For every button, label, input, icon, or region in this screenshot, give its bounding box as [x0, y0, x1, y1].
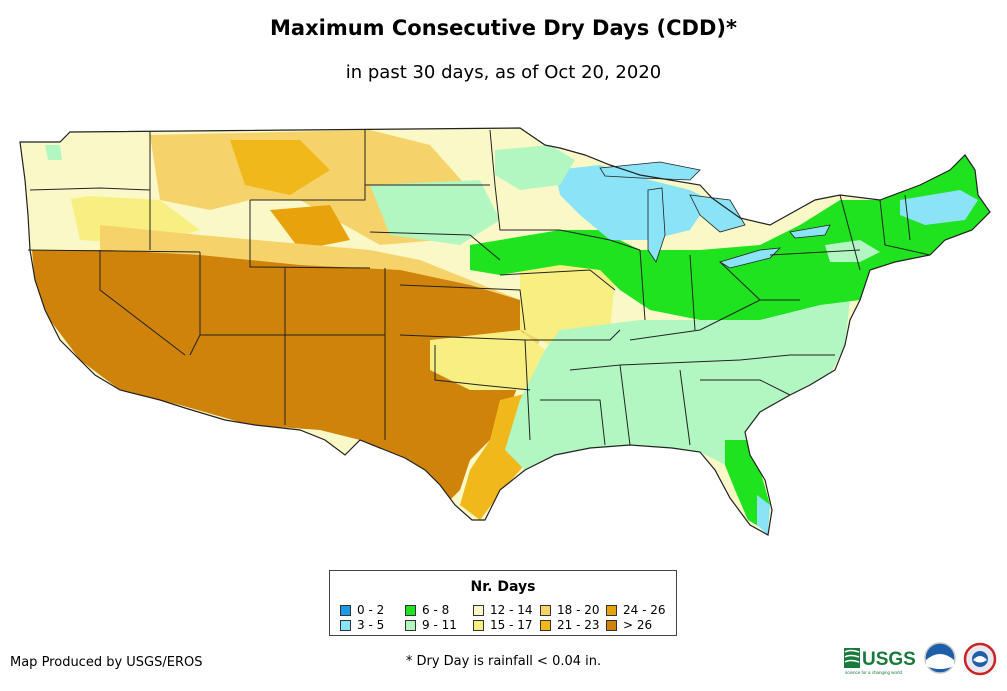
noaa-logo: noaa: [924, 642, 956, 674]
map-credit: Map Produced by USGS/EROS: [10, 655, 203, 670]
zone-over-26-southwest: [32, 250, 525, 500]
zone-3-5-maine: [900, 190, 978, 225]
map-subtitle: in past 30 days, as of Oct 20, 2020: [345, 62, 662, 83]
lake-huron: [689, 194, 746, 233]
lake-erie: [719, 247, 782, 269]
swatch-12-14: [473, 605, 484, 616]
svg-text:USGS: USGS: [862, 649, 916, 670]
lake-michigan: [647, 187, 666, 263]
zone-21-23-montana: [230, 140, 330, 195]
swatch-9-11: [405, 620, 416, 631]
agency-logos: USGS science for a changing world noaa: [844, 642, 997, 676]
legend: Nr. Days 0 - 2 3 - 5 6 - 8 9 - 11 12 - 1…: [329, 570, 677, 636]
zone-9-11-minnesota: [495, 145, 575, 190]
legend-item: > 26: [606, 618, 652, 632]
swatch-21-23: [540, 620, 551, 631]
state-boundaries: [19, 127, 991, 536]
lake-superior: [599, 161, 701, 181]
zone-6-8-midwest-northeast: [470, 155, 990, 320]
swatch-0-2: [340, 605, 351, 616]
legend-item: 12 - 14: [473, 603, 533, 617]
swatch-15-17: [473, 620, 484, 631]
legend-item: 24 - 26: [606, 603, 666, 617]
swatch-over-26: [606, 620, 617, 631]
footnote: * Dry Day is rainfall < 0.04 in.: [405, 654, 602, 669]
zone-9-11-new-york: [825, 240, 880, 262]
legend-item: 15 - 17: [473, 618, 533, 632]
swatch-3-5: [340, 620, 351, 631]
zone-24-26-wyoming: [270, 205, 350, 250]
svg-text:noaa: noaa: [934, 655, 946, 661]
legend-item: 0 - 2: [340, 603, 384, 617]
zone-3-5-upper-midwest: [555, 165, 710, 240]
swatch-18-20: [540, 605, 551, 616]
legend-item: 9 - 11: [405, 618, 457, 632]
legend-item: 21 - 23: [540, 618, 600, 632]
nws-logo: [963, 642, 997, 676]
legend-title: Nr. Days: [470, 579, 536, 595]
legend-item: 6 - 8: [405, 603, 449, 617]
legend-item: 18 - 20: [540, 603, 600, 617]
lake-ontario: [789, 224, 831, 239]
zone-9-11-puget: [45, 145, 62, 160]
swatch-24-26: [606, 605, 617, 616]
swatch-6-8: [405, 605, 416, 616]
svg-text:science for a changing world: science for a changing world: [845, 670, 903, 675]
zone-12-14-washington: [22, 140, 100, 200]
zone-9-11-dakotas: [370, 180, 500, 245]
legend-item: 3 - 5: [340, 618, 384, 632]
usgs-logo: USGS science for a changing world: [844, 648, 916, 675]
zone-3-5-south-florida: [757, 495, 770, 535]
zone-9-11-southeast: [505, 300, 850, 470]
map-title: Maximum Consecutive Dry Days (CDD)*: [270, 16, 737, 40]
zone-15-17-oklahoma: [430, 330, 545, 390]
